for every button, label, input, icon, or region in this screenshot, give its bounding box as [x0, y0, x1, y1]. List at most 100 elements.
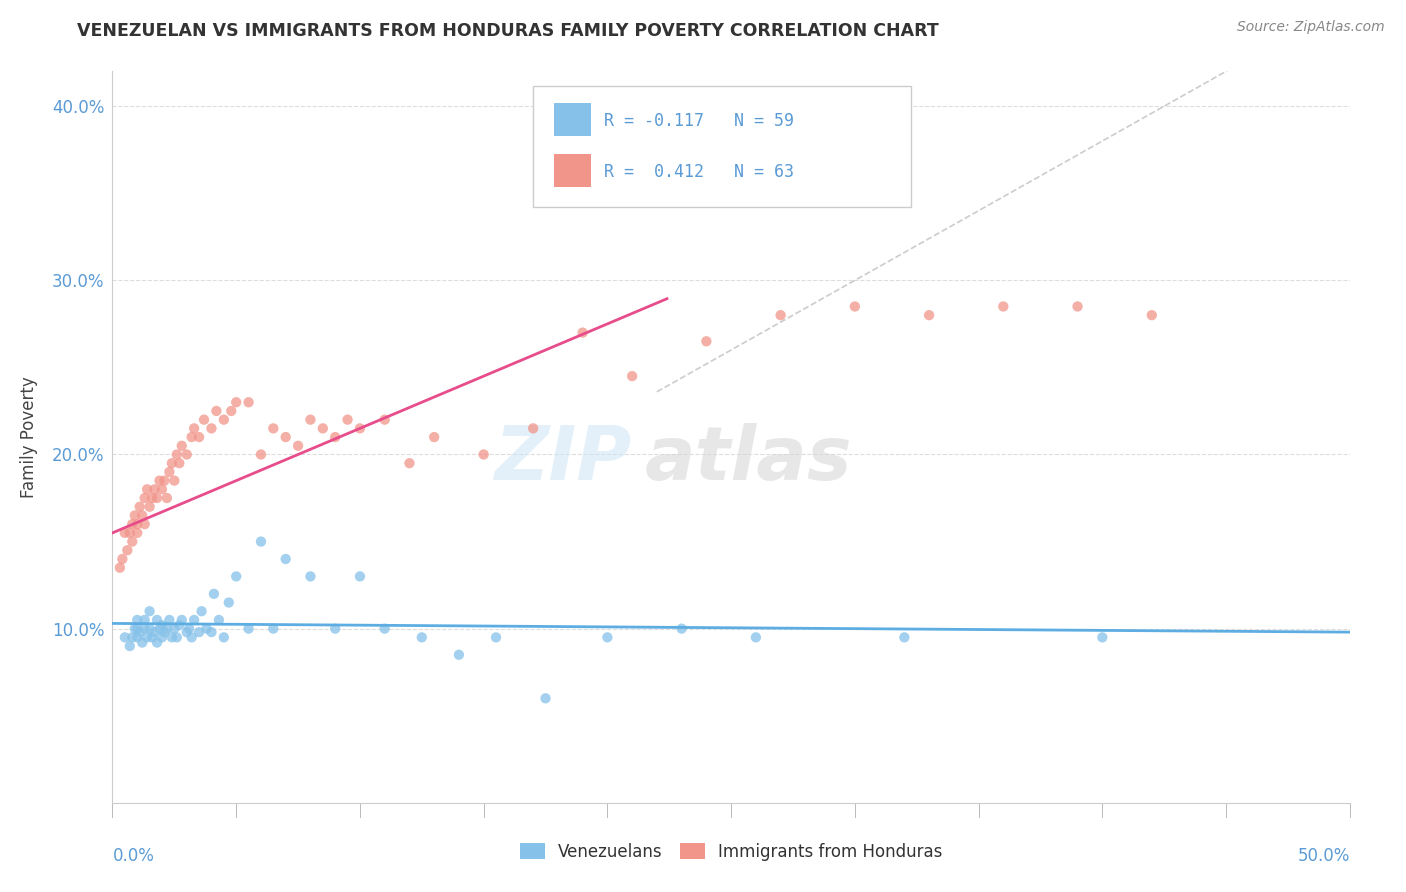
Point — [121, 631, 143, 645]
Point — [150, 618, 173, 632]
Bar — [554, 103, 592, 136]
Point — [188, 430, 211, 444]
Point — [1091, 631, 1114, 645]
Point — [170, 613, 193, 627]
Point — [219, 404, 242, 418]
Point — [124, 622, 146, 636]
Point — [1066, 300, 1088, 314]
Point — [238, 395, 260, 409]
Point — [169, 456, 191, 470]
Point — [195, 622, 218, 636]
Point — [121, 517, 143, 532]
Point — [262, 622, 284, 636]
FancyBboxPatch shape — [533, 86, 911, 207]
Point — [447, 648, 470, 662]
Point — [153, 474, 176, 488]
Point — [163, 474, 186, 488]
Point — [157, 465, 180, 479]
Point — [202, 587, 225, 601]
Point — [114, 631, 136, 645]
Point — [893, 631, 915, 645]
Point — [179, 622, 201, 636]
Point — [218, 595, 240, 609]
Point — [127, 525, 149, 540]
Point — [250, 534, 273, 549]
Point — [312, 421, 335, 435]
Point — [148, 622, 170, 636]
Point — [188, 625, 211, 640]
Point — [621, 369, 644, 384]
Point — [695, 334, 717, 349]
Point — [128, 500, 150, 514]
Point — [146, 635, 169, 649]
Point — [238, 622, 260, 636]
Point — [118, 639, 141, 653]
Point — [117, 543, 139, 558]
Point — [127, 613, 149, 627]
Point — [127, 517, 149, 532]
Point — [127, 622, 149, 636]
Point — [423, 430, 446, 444]
Point — [374, 412, 396, 426]
Point — [169, 618, 191, 632]
Point — [121, 534, 143, 549]
Legend: Venezuelans, Immigrants from Honduras: Venezuelans, Immigrants from Honduras — [513, 837, 949, 868]
Point — [349, 421, 371, 435]
Point — [844, 300, 866, 314]
Point — [176, 625, 198, 640]
Point — [411, 631, 433, 645]
Point — [671, 622, 693, 636]
Point — [134, 622, 156, 636]
Point — [745, 631, 768, 645]
Point — [166, 631, 188, 645]
Point — [769, 308, 792, 322]
Point — [485, 631, 508, 645]
Bar — [554, 154, 592, 187]
Text: Source: ZipAtlas.com: Source: ZipAtlas.com — [1237, 20, 1385, 34]
Point — [146, 491, 169, 505]
Point — [193, 412, 215, 426]
Point — [141, 491, 163, 505]
Point — [208, 613, 231, 627]
Point — [111, 552, 134, 566]
Point — [114, 525, 136, 540]
Text: ZIP: ZIP — [495, 423, 633, 496]
Point — [138, 500, 160, 514]
Point — [250, 448, 273, 462]
Point — [225, 569, 247, 583]
Point — [160, 456, 183, 470]
Point — [200, 625, 222, 640]
Point — [118, 525, 141, 540]
Point — [262, 421, 284, 435]
Point — [136, 483, 159, 497]
Point — [336, 412, 359, 426]
Point — [131, 508, 153, 523]
Point — [138, 604, 160, 618]
Point — [323, 430, 346, 444]
Point — [170, 439, 193, 453]
Point — [150, 631, 173, 645]
Point — [124, 508, 146, 523]
Point — [299, 569, 322, 583]
Y-axis label: Family Poverty: Family Poverty — [20, 376, 38, 498]
Point — [205, 404, 228, 418]
Point — [200, 421, 222, 435]
Point — [134, 517, 156, 532]
Point — [212, 631, 235, 645]
Point — [225, 395, 247, 409]
Text: R = -0.117   N = 59: R = -0.117 N = 59 — [603, 112, 793, 129]
Point — [571, 326, 593, 340]
Point — [143, 625, 166, 640]
Point — [398, 456, 420, 470]
Point — [160, 631, 183, 645]
Point — [993, 300, 1015, 314]
Point — [183, 613, 205, 627]
Text: VENEZUELAN VS IMMIGRANTS FROM HONDURAS FAMILY POVERTY CORRELATION CHART: VENEZUELAN VS IMMIGRANTS FROM HONDURAS F… — [77, 22, 939, 40]
Point — [150, 483, 173, 497]
Point — [141, 631, 163, 645]
Point — [212, 412, 235, 426]
Point — [157, 613, 180, 627]
Point — [374, 622, 396, 636]
Point — [156, 622, 179, 636]
Point — [138, 622, 160, 636]
